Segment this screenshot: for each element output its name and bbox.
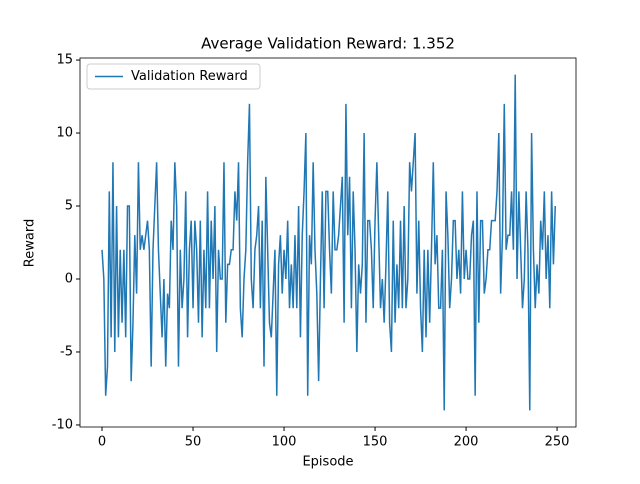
legend-label: Validation Reward: [131, 69, 248, 84]
chart-title: Average Validation Reward: 1.352: [201, 35, 455, 53]
x-tick-label: 0: [98, 435, 106, 450]
x-tick-label: 100: [272, 435, 297, 450]
x-tick-label: 200: [454, 435, 479, 450]
plot-frame: [79, 57, 577, 428]
y-tick-label: 5: [65, 199, 73, 214]
x-tick-label: 150: [363, 435, 388, 450]
y-tick-label: 0: [65, 271, 73, 286]
x-tick-label: 250: [545, 435, 570, 450]
y-tick-label: 10: [56, 126, 73, 141]
x-axis-label: Episode: [302, 455, 353, 470]
y-axis-label: Reward: [23, 219, 38, 267]
x-tick-label: 50: [185, 435, 202, 450]
y-tick-label: 15: [56, 53, 73, 68]
y-tick-label: -10: [52, 417, 73, 432]
data-line: [101, 74, 556, 411]
y-tick-label: -5: [60, 344, 73, 359]
legend-box: [86, 63, 261, 90]
